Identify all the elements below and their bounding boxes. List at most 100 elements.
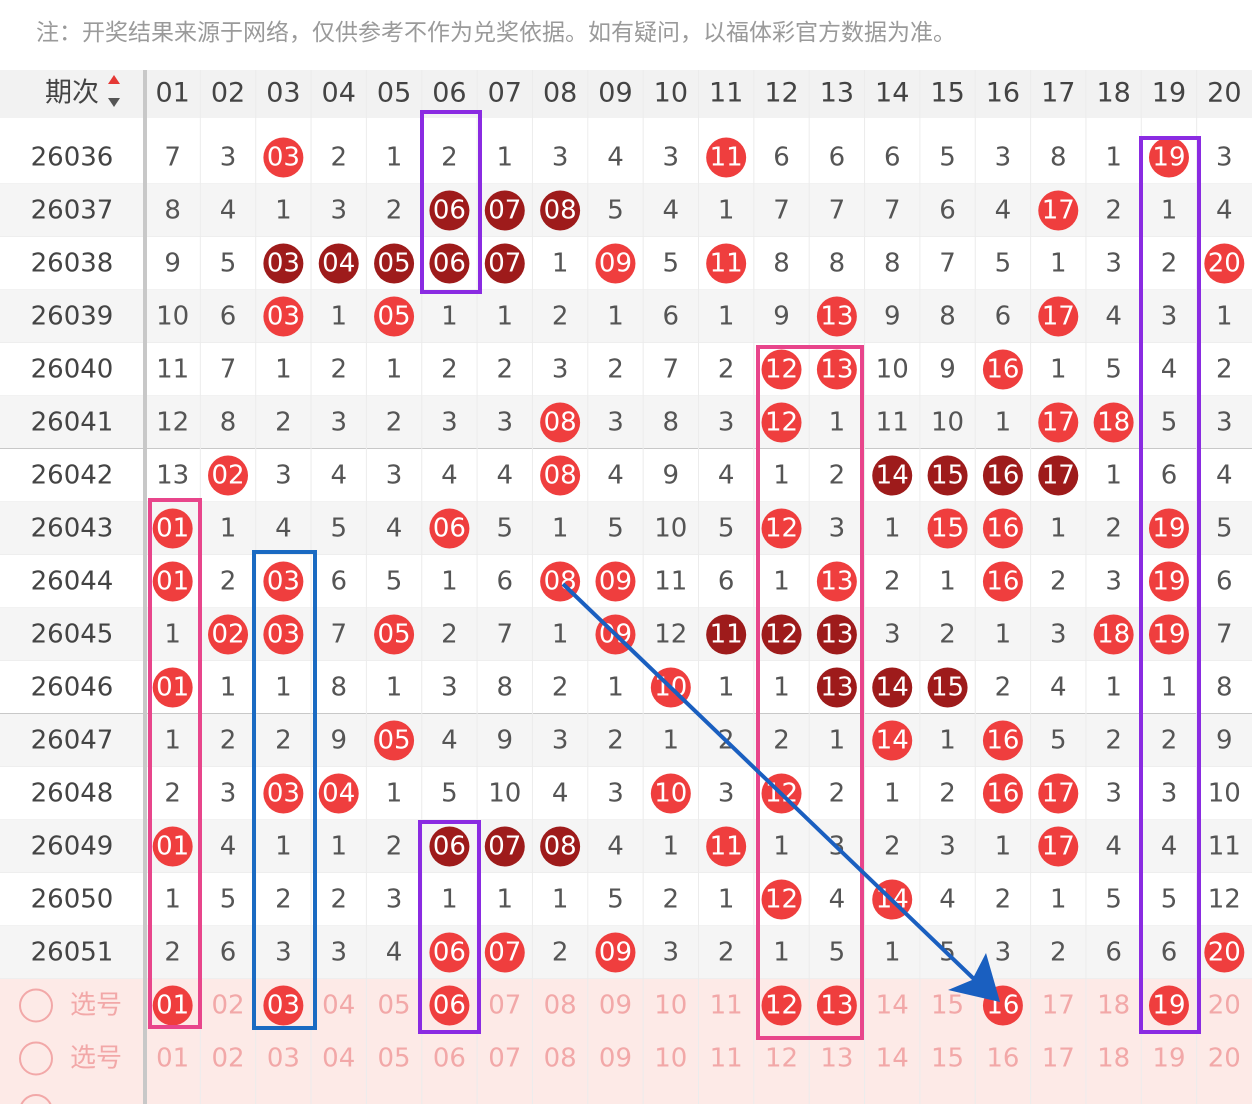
miss-count: 5 xyxy=(220,885,237,915)
miss-count: 10 xyxy=(931,408,964,438)
miss-count: 5 xyxy=(1050,726,1067,756)
select-label[interactable]: 选号 xyxy=(70,991,122,1021)
option-number[interactable]: 08 xyxy=(544,991,577,1021)
miss-count: 4 xyxy=(1105,302,1122,332)
option-number[interactable]: 17 xyxy=(1042,991,1075,1021)
miss-count: 2 xyxy=(1105,514,1122,544)
ball xyxy=(263,985,304,1026)
option-number[interactable]: 14 xyxy=(876,1044,909,1074)
miss-count: 3 xyxy=(275,938,292,968)
select-toggle[interactable] xyxy=(19,1094,53,1108)
option-number[interactable]: 07 xyxy=(488,1044,521,1074)
option-number[interactable]: 03 xyxy=(267,1044,300,1074)
period: 26050 xyxy=(31,885,114,915)
column-header: 15 xyxy=(930,78,964,109)
option-number[interactable]: 08 xyxy=(544,1044,577,1074)
miss-count: 1 xyxy=(995,832,1012,862)
period: 26036 xyxy=(31,143,114,173)
select-toggle[interactable] xyxy=(19,1041,53,1076)
miss-count: 4 xyxy=(497,461,514,491)
option-number[interactable]: 10 xyxy=(654,991,687,1021)
miss-count: 2 xyxy=(552,302,569,332)
highlight-box xyxy=(252,550,317,1030)
option-number[interactable]: 10 xyxy=(654,1044,687,1074)
miss-count: 5 xyxy=(607,514,624,544)
ball-number: 06 xyxy=(433,196,466,226)
option-number[interactable]: 18 xyxy=(1097,991,1130,1021)
ball-number: 09 xyxy=(599,938,632,968)
ball xyxy=(872,667,913,708)
miss-count: 2 xyxy=(330,885,347,915)
ball xyxy=(927,455,968,496)
option-number[interactable]: 02 xyxy=(211,991,244,1021)
option-number[interactable]: 16 xyxy=(986,1044,1019,1074)
miss-count: 4 xyxy=(718,461,735,491)
option-number[interactable]: 09 xyxy=(599,1044,632,1074)
period-header[interactable]: 期次 xyxy=(45,78,99,109)
ball xyxy=(1148,985,1189,1026)
miss-count: 7 xyxy=(497,620,514,650)
miss-count: 1 xyxy=(829,726,846,756)
period: 26049 xyxy=(31,832,114,862)
ball xyxy=(429,243,470,284)
ball xyxy=(374,614,415,655)
option-number[interactable]: 15 xyxy=(931,991,964,1021)
option-number[interactable]: 02 xyxy=(211,1044,244,1074)
option-number[interactable]: 14 xyxy=(876,991,909,1021)
period: 26039 xyxy=(31,302,114,332)
option-number[interactable]: 18 xyxy=(1097,1044,1130,1074)
selection-bg xyxy=(0,979,1252,1104)
miss-count: 8 xyxy=(164,196,181,226)
miss-count: 1 xyxy=(1216,302,1233,332)
miss-count: 5 xyxy=(663,249,680,279)
ball xyxy=(927,508,968,549)
sort-up[interactable] xyxy=(108,75,120,84)
option-number[interactable]: 06 xyxy=(433,1044,466,1074)
option-number[interactable]: 04 xyxy=(322,1044,355,1074)
ball-number: 09 xyxy=(599,567,632,597)
miss-count: 4 xyxy=(441,726,458,756)
option-number[interactable]: 15 xyxy=(931,1044,964,1074)
option-number[interactable]: 01 xyxy=(156,1044,189,1074)
ball-number: 03 xyxy=(267,779,300,809)
miss-count: 1 xyxy=(441,567,458,597)
ball xyxy=(1093,614,1134,655)
option-number[interactable]: 09 xyxy=(599,991,632,1021)
miss-count: 9 xyxy=(884,302,901,332)
ball-number: 18 xyxy=(1097,620,1130,650)
trend-arrow xyxy=(561,582,977,982)
option-number[interactable]: 05 xyxy=(378,991,411,1021)
miss-count: 2 xyxy=(441,143,458,173)
miss-count: 3 xyxy=(220,143,237,173)
option-number[interactable]: 04 xyxy=(322,991,355,1021)
ball-number: 14 xyxy=(876,673,909,703)
miss-count: 2 xyxy=(220,726,237,756)
miss-count: 3 xyxy=(607,408,624,438)
option-number[interactable]: 13 xyxy=(820,1044,853,1074)
ball-number: 07 xyxy=(488,832,521,862)
option-number[interactable]: 12 xyxy=(765,1044,798,1074)
option-number[interactable]: 05 xyxy=(378,1044,411,1074)
option-number[interactable]: 07 xyxy=(488,991,521,1021)
miss-count: 2 xyxy=(386,832,403,862)
miss-count: 3 xyxy=(441,673,458,703)
ball-number: 07 xyxy=(488,196,521,226)
highlight-box xyxy=(148,498,202,1029)
row-bg xyxy=(0,661,1252,714)
miss-count: 1 xyxy=(441,885,458,915)
select-label[interactable]: 选号 xyxy=(70,1044,122,1074)
option-number[interactable]: 19 xyxy=(1152,1044,1185,1074)
ball-number: 17 xyxy=(1042,779,1075,809)
ball-number: 12 xyxy=(765,885,798,915)
option-number[interactable]: 17 xyxy=(1042,1044,1075,1074)
option-number[interactable]: 11 xyxy=(710,991,743,1021)
column-header: 17 xyxy=(1041,78,1075,109)
select-toggle[interactable] xyxy=(19,988,53,1023)
miss-count: 4 xyxy=(1161,355,1178,385)
miss-count: 1 xyxy=(386,673,403,703)
option-number[interactable]: 20 xyxy=(1208,1044,1241,1074)
option-number[interactable]: 20 xyxy=(1208,991,1241,1021)
option-number[interactable]: 11 xyxy=(710,1044,743,1074)
sort-down[interactable] xyxy=(108,98,120,107)
ball xyxy=(816,985,857,1026)
